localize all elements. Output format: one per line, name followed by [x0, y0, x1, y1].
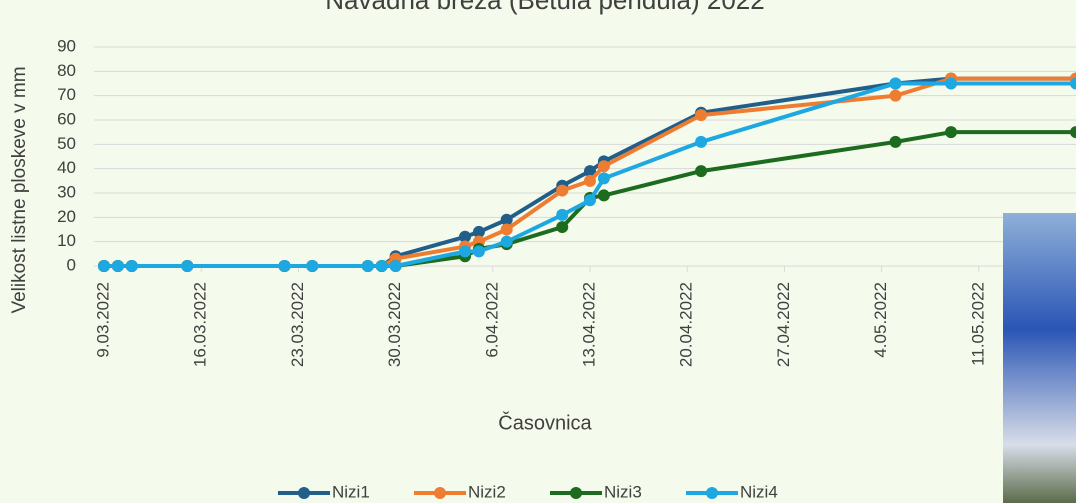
data-point: [375, 260, 388, 272]
data-point: [695, 135, 708, 148]
x-tick-label: 27.04.2022: [774, 282, 793, 367]
x-tick-label: 23.03.2022: [288, 282, 307, 367]
data-point: [945, 77, 958, 90]
data-point: [597, 189, 610, 202]
legend-label: Nizi2: [468, 482, 506, 501]
legend-label: Nizi4: [740, 482, 778, 501]
data-point: [98, 260, 110, 272]
chart-title: Navadna breza (Betula pendula) 2022: [325, 0, 764, 15]
x-tick-label: 13.04.2022: [579, 282, 598, 367]
data-point: [556, 184, 569, 197]
y-tick-label: 70: [57, 85, 76, 104]
x-tick-label: 11.05.2022: [968, 282, 987, 366]
legend-label: Nizi3: [604, 482, 642, 501]
data-point: [945, 126, 958, 139]
data-point: [556, 221, 569, 234]
x-tick-label: 30.03.2022: [385, 282, 404, 367]
legend-marker: [706, 487, 718, 499]
photo: [1003, 213, 1076, 503]
data-point: [597, 172, 610, 185]
y-tick-label: 90: [57, 36, 76, 55]
y-tick-label: 20: [57, 207, 76, 226]
x-axis-label: Časovnica: [498, 411, 592, 434]
data-point: [278, 260, 291, 272]
x-tick-label: 4.05.2022: [871, 282, 890, 358]
legend-marker: [570, 487, 582, 499]
data-point: [459, 245, 472, 258]
data-point: [181, 260, 194, 272]
data-point: [889, 77, 902, 90]
legend-marker: [298, 487, 310, 499]
y-tick-label: 30: [57, 182, 76, 201]
y-tick-label: 50: [57, 134, 76, 153]
data-point: [695, 109, 708, 122]
y-tick-label: 60: [57, 109, 76, 128]
x-tick-label: 6.04.2022: [482, 282, 501, 358]
legend-label: Nizi1: [332, 482, 370, 501]
data-point: [889, 89, 902, 102]
y-tick-label: 0: [67, 255, 76, 274]
y-tick-label: 40: [57, 158, 76, 177]
legend-marker: [434, 487, 446, 499]
data-point: [1070, 126, 1076, 139]
data-point: [472, 245, 485, 258]
data-point: [389, 260, 402, 272]
data-point: [500, 235, 513, 248]
data-point: [125, 260, 138, 272]
y-tick-label: 10: [57, 231, 76, 250]
data-point: [556, 208, 569, 221]
data-point: [361, 260, 374, 272]
x-tick-label: 20.04.2022: [677, 282, 696, 367]
data-point: [584, 194, 596, 207]
data-point: [584, 165, 596, 178]
data-point: [500, 213, 513, 226]
x-tick-label: 9.03.2022: [93, 282, 112, 358]
data-point: [1070, 77, 1076, 90]
data-point: [111, 260, 124, 272]
x-tick-label: 16.03.2022: [191, 282, 210, 367]
y-axis-label: Velikost listne ploskeve v mm: [9, 66, 30, 313]
data-point: [459, 230, 472, 243]
data-point: [306, 260, 319, 272]
data-point: [889, 135, 902, 148]
data-point: [597, 160, 610, 173]
data-point: [500, 223, 513, 236]
data-point: [584, 174, 596, 187]
y-tick-label: 80: [57, 61, 76, 80]
data-point: [695, 165, 708, 178]
data-point: [472, 225, 485, 238]
